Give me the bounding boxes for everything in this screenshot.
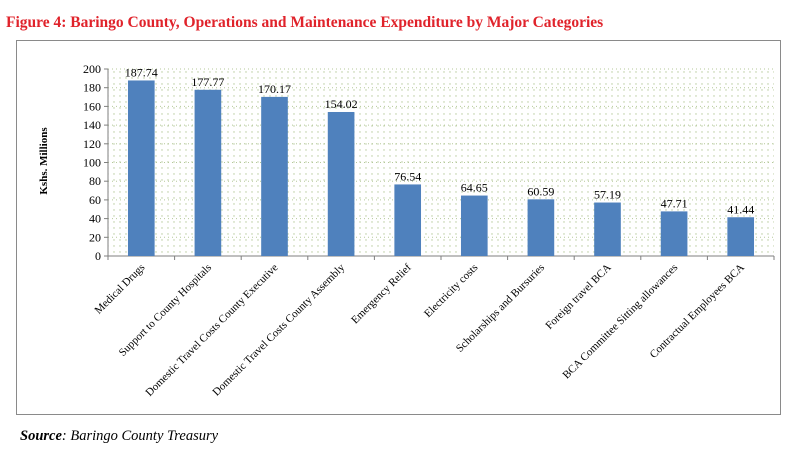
bar bbox=[327, 111, 355, 256]
y-axis-title: Kshs. Millions bbox=[38, 127, 50, 195]
bar-data-label: 170.17 bbox=[258, 82, 291, 96]
x-tick-label: Emergency Relief bbox=[349, 261, 414, 326]
bar-data-label: 41.44 bbox=[727, 202, 754, 216]
x-tick-label: Foreign travel BCA bbox=[543, 262, 613, 332]
y-tick-label: 180 bbox=[83, 81, 101, 95]
bar-data-label: 47.71 bbox=[661, 196, 688, 210]
y-tick-label: 200 bbox=[83, 62, 101, 76]
y-tick-label: 120 bbox=[83, 137, 101, 151]
bar bbox=[660, 211, 688, 256]
y-tick-label: 160 bbox=[83, 99, 101, 113]
x-tick-label: Electricity costs bbox=[422, 262, 480, 320]
y-tick-label: 80 bbox=[89, 174, 101, 188]
x-tick-label: BCA Committee Sitting allowances bbox=[560, 262, 680, 382]
y-tick-label: 0 bbox=[95, 249, 101, 263]
bar-data-label: 177.77 bbox=[191, 75, 224, 89]
y-tick-label: 140 bbox=[83, 118, 101, 132]
bar-data-label: 64.65 bbox=[461, 181, 488, 195]
y-tick-label: 20 bbox=[89, 230, 101, 244]
bar bbox=[594, 202, 621, 256]
bar bbox=[460, 195, 488, 256]
bar bbox=[261, 96, 288, 256]
bar-data-label: 57.19 bbox=[594, 188, 621, 202]
bar-data-label: 187.74 bbox=[125, 65, 158, 79]
y-tick-label: 40 bbox=[89, 212, 101, 226]
bar bbox=[394, 184, 422, 256]
bar-chart: 0 20 40 60 80 100 120 140 160 180 200 187.74 Medica… bbox=[38, 62, 775, 399]
bar bbox=[194, 89, 222, 256]
x-tick-label: Medical Drugs bbox=[92, 262, 147, 317]
source-text: : Baringo County Treasury bbox=[61, 428, 219, 444]
source-label: Source bbox=[20, 428, 62, 444]
x-tick-label: Domestic Travel Costs County Executive bbox=[143, 262, 280, 399]
bar bbox=[527, 199, 555, 256]
x-tick-label: Domestic Travel Costs County Assembly bbox=[210, 261, 347, 398]
bar bbox=[727, 217, 755, 256]
chart-frame: 0 20 40 60 80 100 120 140 160 180 200 187.74 Medica… bbox=[16, 40, 781, 415]
bar-data-label: 60.59 bbox=[527, 184, 554, 198]
bar bbox=[127, 80, 155, 256]
bar-data-label: 154.02 bbox=[325, 97, 358, 111]
figure-title: Figure 4: Baringo County, Operations and… bbox=[6, 14, 604, 31]
y-tick-label: 100 bbox=[83, 156, 101, 170]
y-tick-label: 60 bbox=[89, 193, 101, 207]
bar-data-label: 76.54 bbox=[394, 169, 421, 183]
source-line: Source: Baringo County Treasury bbox=[20, 428, 218, 445]
